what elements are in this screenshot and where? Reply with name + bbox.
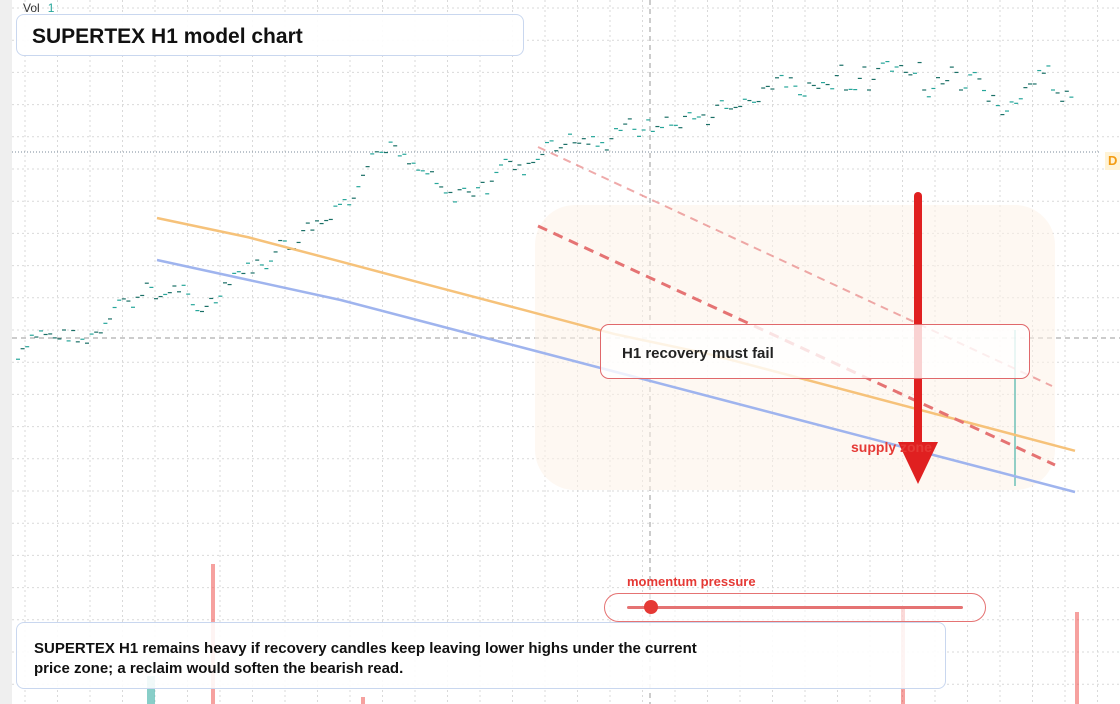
volume-bar	[151, 676, 155, 704]
bearish-arrow	[898, 192, 938, 484]
candles	[16, 60, 1074, 486]
summary-text: SUPERTEX H1 remains heavy if recovery ca…	[34, 640, 697, 677]
resistance-line	[537, 224, 1056, 467]
supply-zone-label: supply zone	[851, 439, 932, 455]
volume-indicator: Vol 1	[23, 1, 54, 15]
summary-panel: SUPERTEX H1 remains heavy if recovery ca…	[16, 622, 946, 689]
callout-panel: H1 recovery must fail	[600, 324, 1030, 379]
momentum-slider-thumb[interactable]	[643, 600, 658, 614]
callout-text: H1 recovery must fail	[622, 345, 774, 362]
volume-bar	[1075, 612, 1079, 704]
arrow-head	[898, 442, 938, 484]
price-scale-strip	[0, 0, 12, 704]
momentum-label: momentum pressure	[627, 574, 756, 589]
chart-title: SUPERTEX H1 model chart	[32, 25, 303, 48]
chart-title-panel: SUPERTEX H1 model chart	[16, 14, 524, 56]
volume-indicator-label: Vol	[23, 1, 40, 15]
volume-indicator-value: 1	[47, 1, 55, 15]
resistance-line-upper	[537, 146, 1053, 387]
momentum-slider-track	[627, 606, 963, 609]
volume-bar	[147, 676, 151, 704]
price-edge-label: D	[1105, 152, 1120, 170]
momentum-slider[interactable]	[604, 593, 986, 622]
volume-bar	[361, 697, 365, 704]
